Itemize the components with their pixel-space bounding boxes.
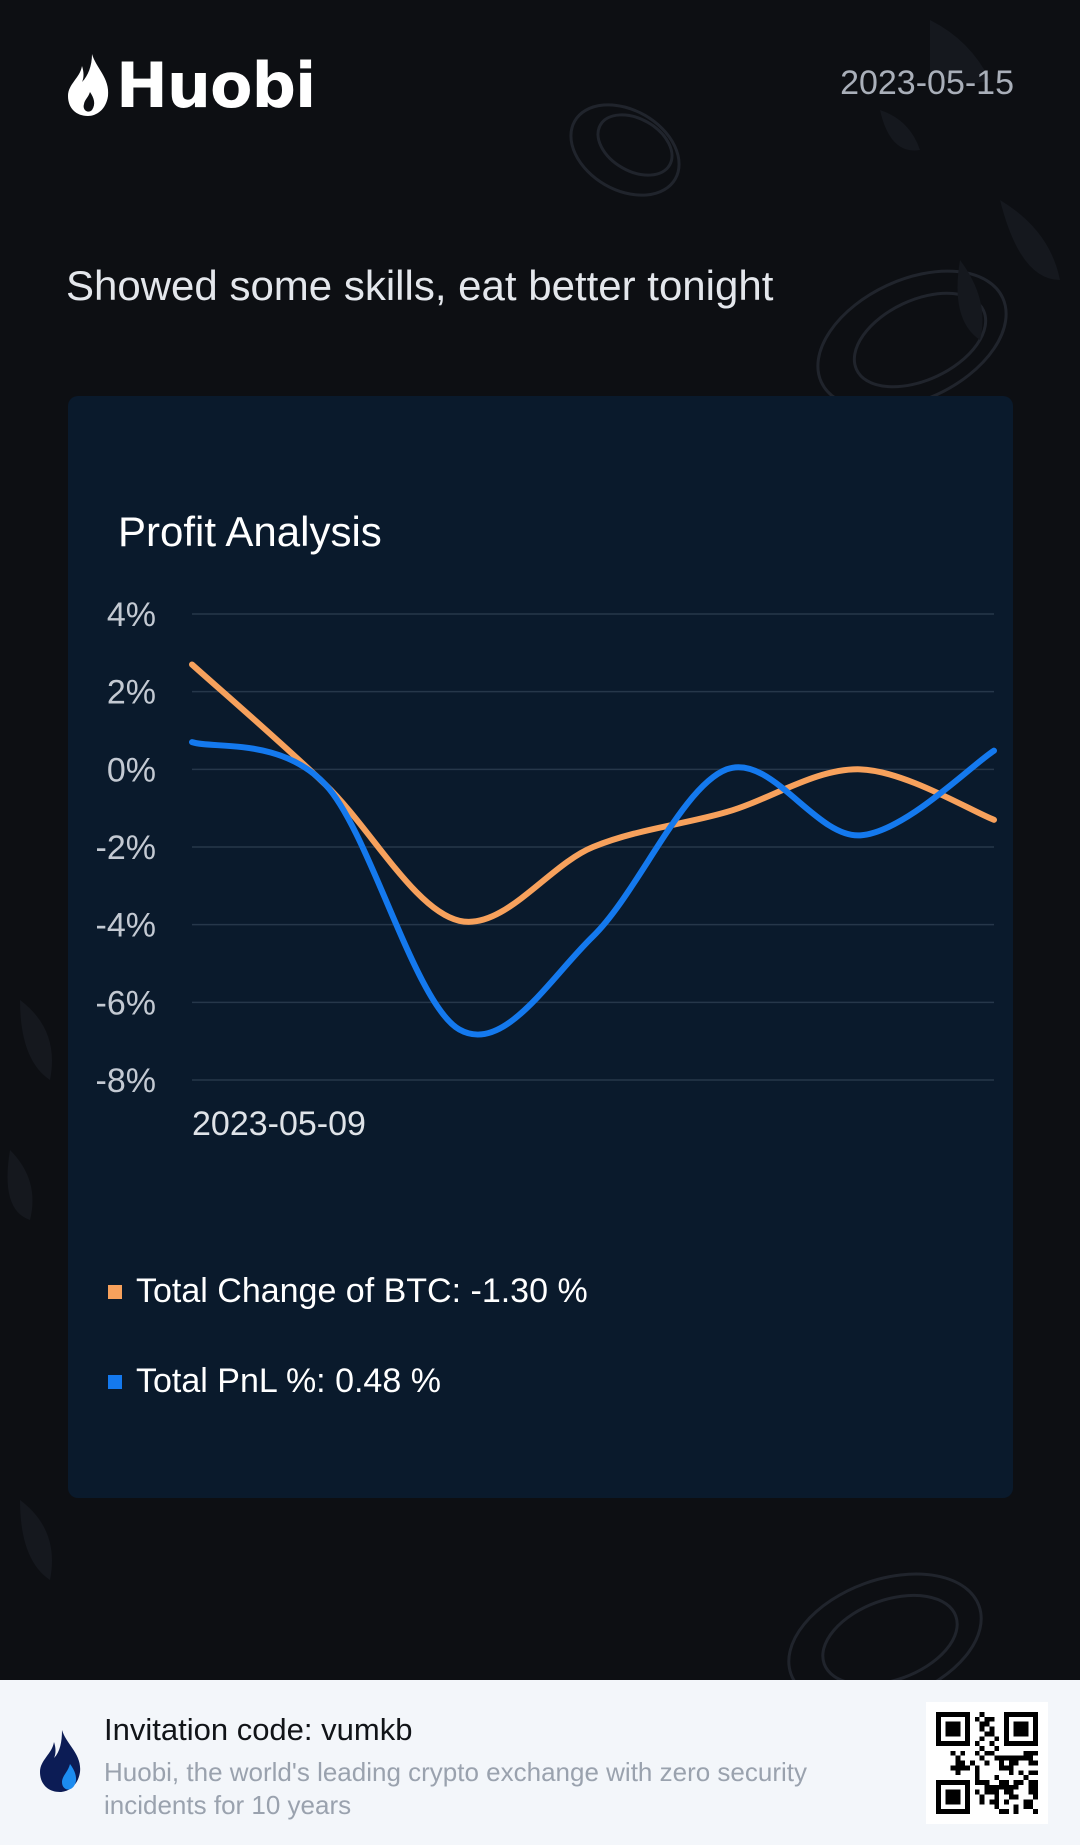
flame-icon	[68, 54, 109, 116]
y-tick-label: -4%	[96, 907, 156, 945]
background-decoration	[7, 20, 1060, 1680]
y-tick-label: -2%	[96, 829, 156, 867]
y-tick-label: 4%	[107, 596, 156, 634]
y-tick-label: -6%	[96, 984, 156, 1022]
flame-icon	[40, 1730, 81, 1792]
series-line-total-pnl	[189, 739, 997, 1038]
profit-chart: 4% 2% 0% -2% -4% -6% -8% 2023-05-09	[96, 596, 997, 1143]
tagline: Showed some skills, eat better tonight	[66, 262, 774, 309]
legend-label-pnl: Total PnL %: 0.48 %	[136, 1362, 441, 1400]
brand-logo: Huobi	[66, 48, 316, 122]
legend-item-btc: Total Change of BTC: -1.30 %	[108, 1272, 588, 1311]
series-line-btc-change	[189, 661, 997, 925]
y-tick-label: 2%	[107, 674, 156, 712]
share-date: 2023-05-15	[840, 64, 1014, 102]
brand-name: Huobi	[116, 48, 316, 122]
legend-item-pnl: Total PnL %: 0.48 %	[108, 1362, 441, 1401]
footer: Invitation code: vumkb Huobi, the world'…	[0, 1680, 1080, 1845]
profit-analysis-card: Profit Analysis 4% 2% 0% -2% -4% -6% -8% 2023-0…	[68, 396, 1013, 1498]
chart-title: Profit Analysis	[118, 508, 382, 555]
x-tick-label: 2023-05-09	[192, 1105, 366, 1143]
invitation-code: Invitation code: vumkb	[104, 1712, 413, 1747]
slogan: Huobi, the world's leading crypto exchan…	[104, 1757, 807, 1820]
legend-swatch-btc	[108, 1284, 122, 1299]
y-tick-label: 0%	[107, 751, 156, 789]
legend-swatch-pnl	[108, 1374, 122, 1389]
y-tick-label: -8%	[96, 1062, 156, 1100]
legend-label-btc: Total Change of BTC: -1.30 %	[136, 1272, 588, 1310]
qr-code-icon[interactable]	[926, 1702, 1048, 1824]
